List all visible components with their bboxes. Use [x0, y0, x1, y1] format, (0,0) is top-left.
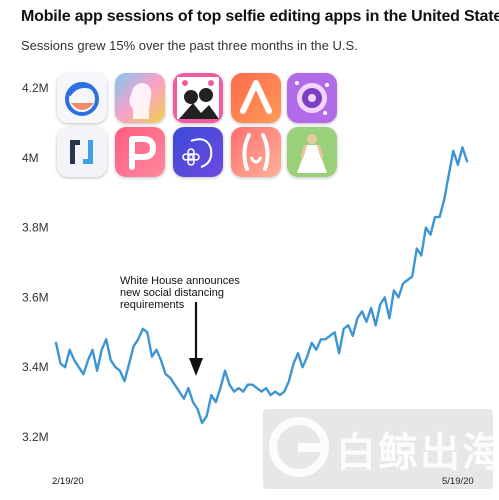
y-tick-label: 3.8M [22, 221, 49, 235]
y-tick-label: 4.2M [22, 81, 49, 95]
facetune-icon [57, 73, 107, 123]
y-tick-label: 3.2M [22, 430, 49, 444]
whale-logo-icon [269, 417, 329, 477]
y-tick-label: 4M [22, 151, 39, 165]
bracket-logo-icon [57, 127, 107, 177]
y-tick-label: 3.6M [22, 290, 49, 304]
series-line [54, 146, 469, 425]
annotation-arrow-head [189, 358, 203, 376]
annotation-text: White House announces [120, 275, 240, 287]
x-tick-label: 2/19/20 [52, 476, 84, 487]
body-shape-icon [231, 127, 281, 177]
watermark-text: 白鲸出海 [336, 431, 499, 475]
photo-collage-icon [173, 73, 223, 123]
annotation-text: new social distancing [120, 287, 224, 299]
camera-lens-icon [287, 73, 337, 123]
face-silhouette-icon [115, 73, 165, 123]
chart-subtitle: Sessions grew 15% over the past three mo… [21, 38, 358, 53]
y-tick-label: 3.4M [22, 360, 49, 374]
chart-title: Mobile app sessions of top selfie editin… [21, 8, 499, 25]
x-tick-label: 5/19/20 [442, 476, 474, 487]
flower-face-icon [173, 127, 223, 177]
annotation-text: requirements [120, 299, 185, 311]
y-axis: 3.2M 3.4M 3.6M 3.8M 4M 4.2M [22, 81, 49, 444]
x-axis: 2/19/20 5/19/20 [52, 476, 474, 487]
dress-figure-icon [287, 127, 337, 177]
letter-p-icon [115, 127, 165, 177]
letter-a-icon [231, 73, 281, 123]
series-layer [54, 146, 469, 425]
